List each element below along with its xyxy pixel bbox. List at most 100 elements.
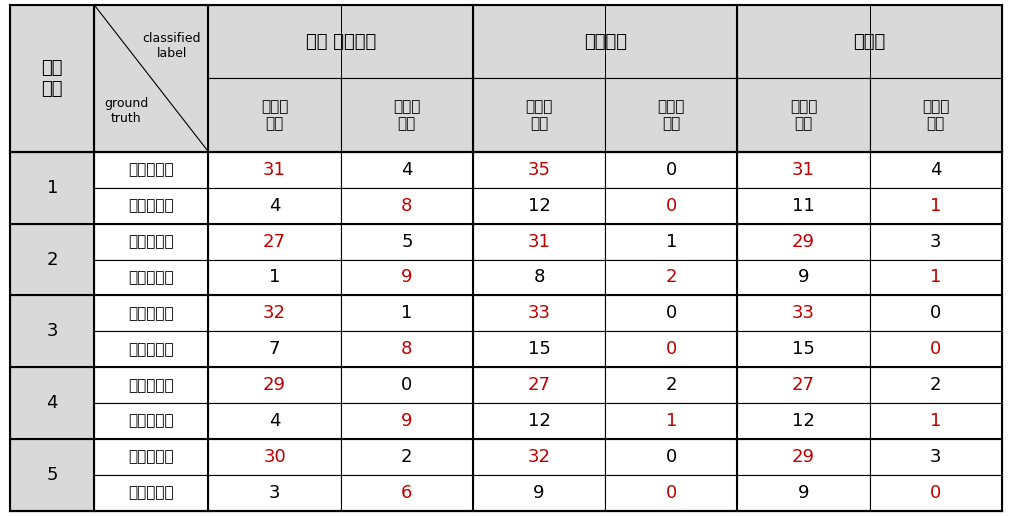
Bar [737, 5, 1001, 78]
Text: 27: 27 [792, 376, 814, 394]
Text: 항행적
의도: 항행적 의도 [392, 99, 421, 132]
Bar [868, 188, 1001, 223]
Bar [208, 403, 341, 439]
Text: 30: 30 [263, 448, 286, 466]
Text: 정보적
의도: 정보적 의도 [261, 99, 288, 132]
Bar [208, 223, 341, 260]
Text: classified
label: classified label [143, 32, 201, 60]
Text: 2: 2 [47, 250, 58, 268]
Text: 12: 12 [527, 412, 550, 430]
Bar [737, 475, 868, 511]
Bar [341, 296, 472, 331]
Bar [208, 5, 472, 78]
Bar [341, 78, 472, 152]
Text: 9: 9 [533, 484, 544, 502]
Bar [472, 223, 605, 260]
Bar [605, 188, 737, 223]
Text: 1: 1 [929, 197, 940, 215]
Text: 11: 11 [792, 197, 814, 215]
Text: 29: 29 [792, 233, 814, 251]
Text: 항행적의도: 항행적의도 [128, 342, 174, 357]
Text: 31: 31 [792, 161, 814, 179]
Text: 2: 2 [400, 448, 412, 466]
Text: 정보적의도: 정보적의도 [128, 378, 174, 393]
Text: 4: 4 [269, 412, 280, 430]
Bar [472, 152, 605, 188]
Bar [208, 331, 341, 367]
Bar [94, 367, 208, 403]
Text: 동공크기: 동공크기 [583, 33, 626, 51]
Text: 0: 0 [665, 340, 676, 358]
Bar [737, 78, 868, 152]
Bar [605, 78, 737, 152]
Text: 항행적의도: 항행적의도 [128, 414, 174, 429]
Text: 1: 1 [929, 268, 940, 286]
Bar [472, 296, 605, 331]
Bar [341, 331, 472, 367]
Bar [868, 331, 1001, 367]
Text: 32: 32 [527, 448, 550, 466]
Text: 항행적의도: 항행적의도 [128, 270, 174, 285]
Bar [737, 188, 868, 223]
Bar [208, 475, 341, 511]
Text: 1: 1 [269, 268, 280, 286]
Text: 5: 5 [400, 233, 412, 251]
Text: 5: 5 [47, 466, 58, 484]
Text: 2: 2 [929, 376, 940, 394]
Text: 정보적의도: 정보적의도 [128, 306, 174, 321]
Text: 33: 33 [527, 304, 550, 322]
Bar [94, 296, 208, 331]
Bar [472, 403, 605, 439]
Bar [868, 439, 1001, 475]
Text: 8: 8 [400, 197, 412, 215]
Text: 9: 9 [797, 268, 809, 286]
Bar [868, 223, 1001, 260]
Text: 0: 0 [929, 304, 940, 322]
Text: 29: 29 [263, 376, 286, 394]
Text: 심전도: 심전도 [852, 33, 885, 51]
Bar [605, 260, 737, 296]
Bar [605, 475, 737, 511]
Bar [341, 403, 472, 439]
Bar [94, 439, 208, 475]
Bar [472, 475, 605, 511]
Bar [341, 439, 472, 475]
Bar [208, 188, 341, 223]
Bar [472, 439, 605, 475]
Text: 9: 9 [400, 268, 412, 286]
Bar [737, 296, 868, 331]
Bar [341, 223, 472, 260]
Text: 7: 7 [269, 340, 280, 358]
Text: 0: 0 [665, 484, 676, 502]
Text: 0: 0 [665, 448, 676, 466]
Text: 3: 3 [269, 484, 280, 502]
Bar [341, 260, 472, 296]
Text: 1: 1 [665, 412, 676, 430]
Text: 항행적
의도: 항행적 의도 [921, 99, 948, 132]
Bar [10, 223, 94, 296]
Text: 2: 2 [665, 376, 676, 394]
Text: 0: 0 [400, 376, 412, 394]
Bar [472, 367, 605, 403]
Bar [605, 331, 737, 367]
Bar [94, 475, 208, 511]
Text: 31: 31 [527, 233, 550, 251]
Text: 8: 8 [533, 268, 544, 286]
Text: 15: 15 [527, 340, 550, 358]
Bar [605, 367, 737, 403]
Bar [472, 331, 605, 367]
Bar [472, 5, 737, 78]
Bar [10, 152, 94, 223]
Text: 35: 35 [527, 161, 550, 179]
Text: 정보적
의도: 정보적 의도 [789, 99, 817, 132]
Text: 항행적의도: 항행적의도 [128, 486, 174, 501]
Bar [868, 367, 1001, 403]
Text: 1: 1 [400, 304, 412, 322]
Text: 9: 9 [400, 412, 412, 430]
Bar [94, 260, 208, 296]
Text: 29: 29 [792, 448, 814, 466]
Text: 31: 31 [263, 161, 286, 179]
Bar [341, 152, 472, 188]
Bar [737, 403, 868, 439]
Bar [605, 403, 737, 439]
